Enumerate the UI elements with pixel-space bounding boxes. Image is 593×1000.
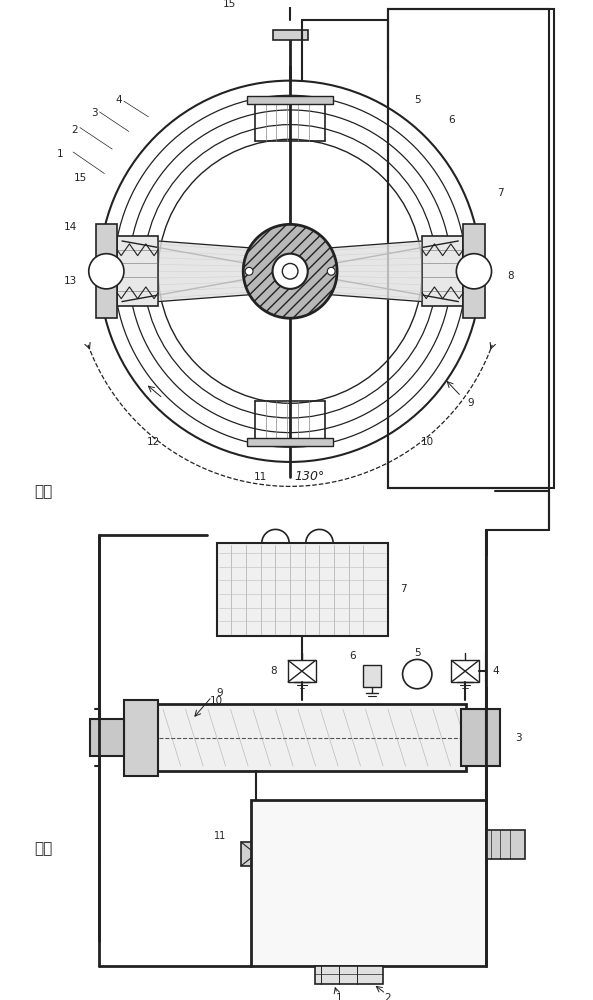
Bar: [451, 660, 479, 682]
Text: 3: 3: [91, 108, 98, 118]
Circle shape: [89, 254, 124, 289]
Text: 4: 4: [116, 95, 122, 105]
Bar: [486, 830, 525, 859]
Circle shape: [243, 224, 337, 318]
Text: 4: 4: [493, 666, 499, 676]
Bar: [247, 96, 333, 104]
Polygon shape: [331, 241, 422, 302]
Text: 130°: 130°: [295, 470, 325, 483]
Circle shape: [273, 254, 308, 289]
Bar: [241, 842, 270, 866]
Text: 14: 14: [63, 222, 76, 232]
Circle shape: [403, 659, 432, 689]
Text: 5: 5: [414, 648, 420, 658]
Circle shape: [282, 263, 298, 279]
Bar: [95, 224, 117, 318]
Text: 8: 8: [270, 666, 276, 676]
Bar: [388, 9, 554, 488]
Text: 6: 6: [349, 651, 356, 661]
Text: 3: 3: [515, 733, 522, 743]
Circle shape: [457, 254, 492, 289]
Bar: [90, 719, 124, 756]
Bar: [364, 665, 381, 687]
Text: 2: 2: [72, 125, 78, 135]
Bar: [124, 700, 158, 776]
Bar: [461, 709, 500, 766]
Bar: [217, 543, 388, 636]
Text: 7: 7: [400, 584, 406, 594]
Text: 5: 5: [414, 95, 420, 105]
Text: 11: 11: [254, 472, 267, 482]
Circle shape: [245, 267, 253, 275]
Bar: [463, 224, 484, 318]
Bar: [273, 30, 308, 40]
Text: 15: 15: [223, 0, 237, 9]
Text: 9: 9: [468, 398, 474, 408]
Text: 2: 2: [385, 993, 391, 1000]
Bar: [388, 9, 549, 488]
Text: 8: 8: [507, 271, 514, 281]
Bar: [153, 704, 466, 771]
Bar: [422, 236, 463, 306]
Circle shape: [285, 0, 295, 2]
Text: 10: 10: [210, 696, 223, 706]
Bar: [247, 438, 333, 446]
Text: 6: 6: [448, 115, 455, 125]
Text: 1: 1: [57, 149, 63, 159]
Text: 13: 13: [63, 276, 76, 286]
Bar: [288, 660, 315, 682]
Polygon shape: [158, 241, 250, 302]
Text: 15: 15: [74, 173, 87, 183]
Bar: [251, 800, 486, 966]
Circle shape: [327, 267, 335, 275]
Text: 下图: 下图: [34, 842, 53, 857]
Text: 11: 11: [214, 831, 227, 841]
Bar: [117, 236, 158, 306]
Bar: [315, 966, 383, 984]
Text: 上图: 上图: [34, 484, 53, 499]
Text: 10: 10: [420, 437, 433, 447]
Text: 12: 12: [146, 437, 160, 447]
Text: 7: 7: [497, 188, 503, 198]
Text: 1: 1: [336, 993, 342, 1000]
Text: 9: 9: [217, 688, 224, 698]
